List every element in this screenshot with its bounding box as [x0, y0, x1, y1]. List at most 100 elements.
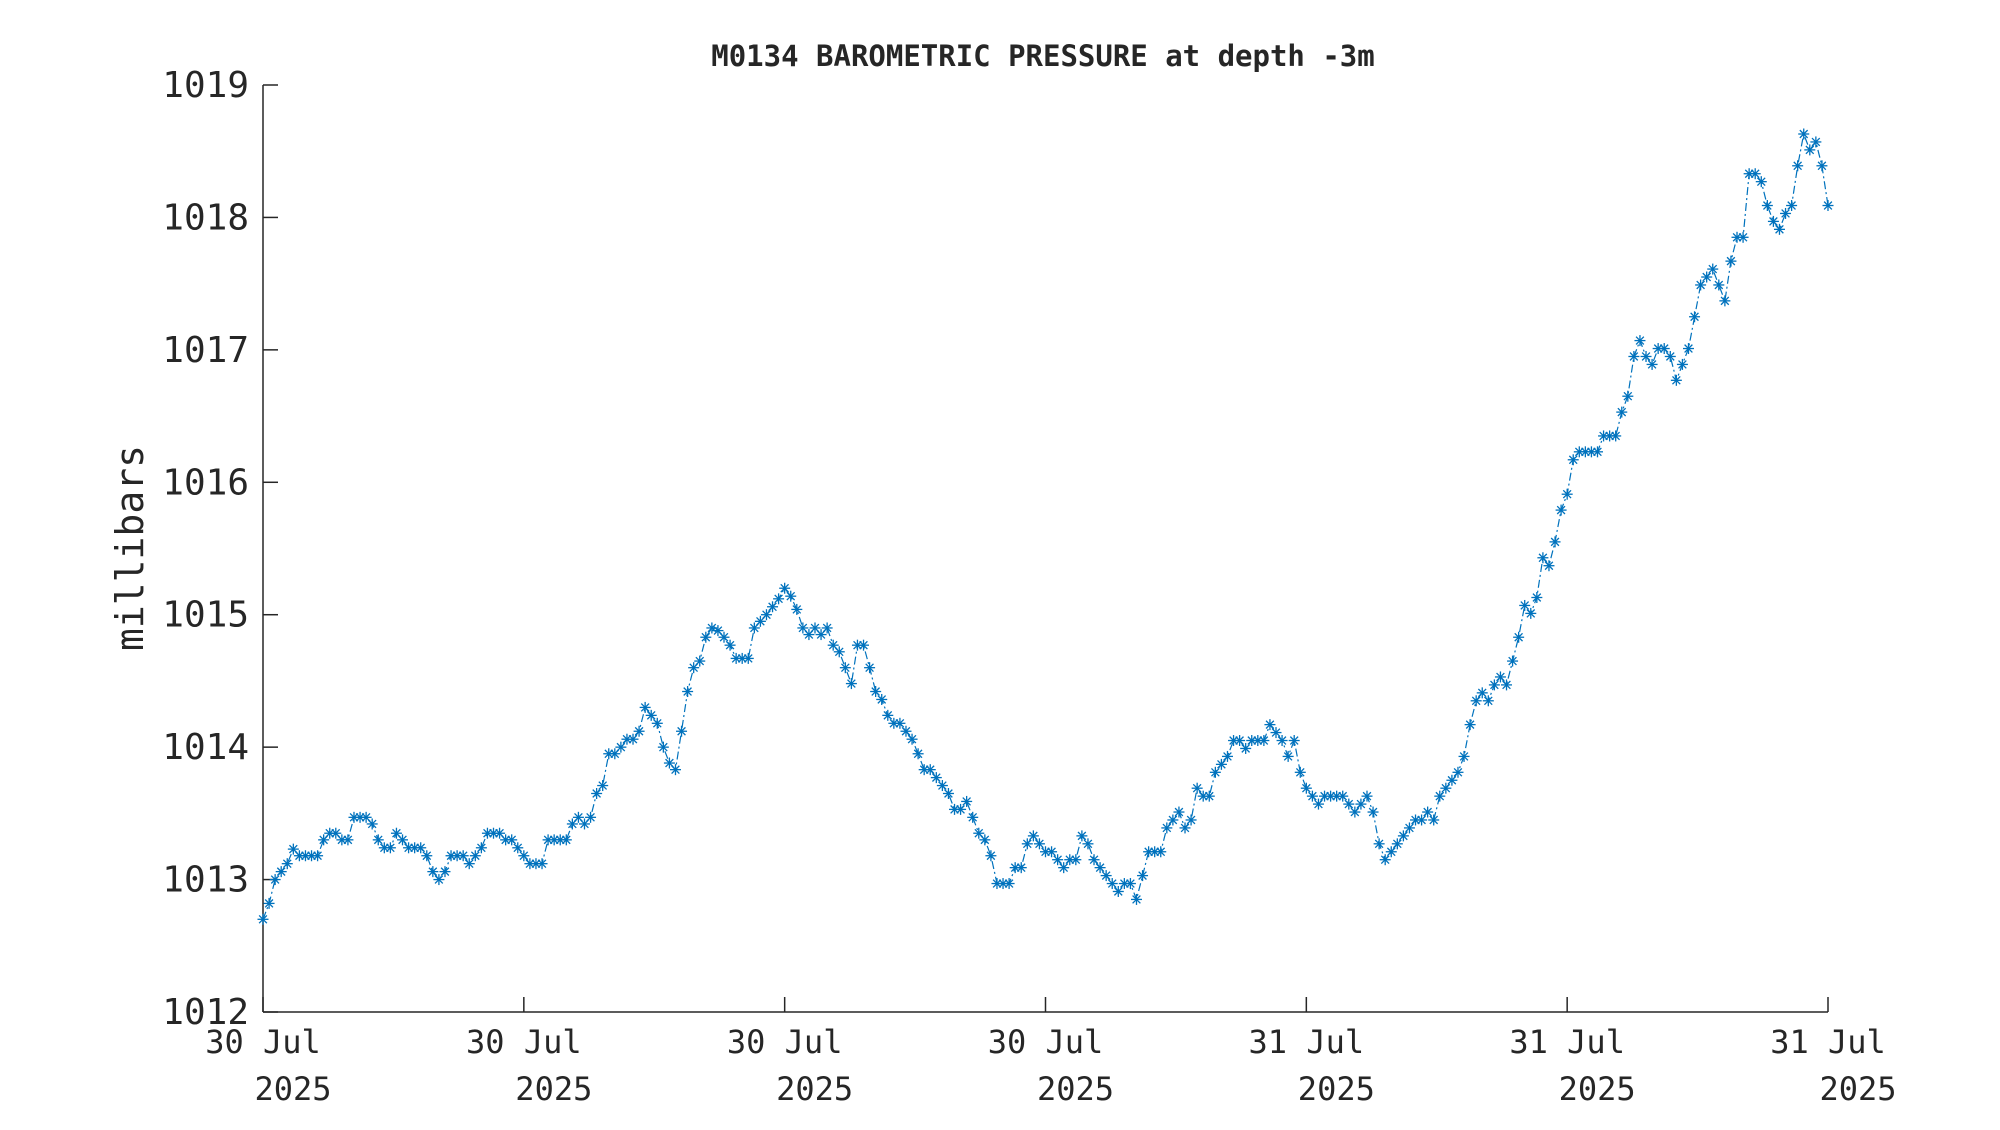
- data-point: [1088, 854, 1100, 866]
- data-point: [1561, 488, 1573, 500]
- data-point: [1379, 854, 1391, 866]
- data-point: [694, 655, 706, 667]
- data-point: [894, 717, 906, 729]
- data-point: [257, 913, 269, 925]
- data-point: [1112, 885, 1124, 897]
- data-point: [1124, 878, 1136, 890]
- data-point: [1567, 454, 1579, 466]
- data-point: [1537, 552, 1549, 564]
- data-point: [597, 780, 609, 792]
- data-point: [1076, 830, 1088, 842]
- data-point: [469, 850, 481, 862]
- data-point: [1519, 599, 1531, 611]
- data-point: [876, 693, 888, 705]
- data-point: [1725, 255, 1737, 267]
- data-point: [1640, 350, 1652, 362]
- data-point: [1070, 854, 1082, 866]
- data-point: [506, 834, 518, 846]
- data-point: [591, 787, 603, 799]
- data-point: [1689, 311, 1701, 323]
- data-point: [1161, 822, 1173, 834]
- data-point: [955, 803, 967, 815]
- data-point: [1106, 878, 1118, 890]
- x-tick-label-year: 2025: [776, 1070, 853, 1108]
- data-point: [1300, 782, 1312, 794]
- data-point: [366, 818, 378, 830]
- data-point: [1452, 766, 1464, 778]
- data-point: [1137, 870, 1149, 882]
- data-point: [1676, 358, 1688, 370]
- data-point: [1185, 814, 1197, 826]
- data-point: [742, 652, 754, 664]
- x-tick-label-date: 31 Jul: [1249, 1023, 1365, 1061]
- data-point: [870, 686, 882, 698]
- data-point: [1003, 878, 1015, 890]
- data-point: [627, 733, 639, 745]
- data-point: [1786, 200, 1798, 212]
- data-point: [1312, 798, 1324, 810]
- data-point: [1628, 350, 1640, 362]
- data-point: [1470, 695, 1482, 707]
- data-point: [1215, 758, 1227, 770]
- x-tick-label-date: 30 Jul: [466, 1023, 582, 1061]
- data-point: [1191, 782, 1203, 794]
- data-point: [1440, 782, 1452, 794]
- data-point: [967, 811, 979, 823]
- data-point: [1155, 846, 1167, 858]
- data-point: [384, 842, 396, 854]
- data-point: [1264, 719, 1276, 731]
- y-tick-label: 1015: [162, 595, 249, 636]
- data-point: [1767, 215, 1779, 227]
- data-point: [1082, 838, 1094, 850]
- data-point: [1355, 798, 1367, 810]
- data-point: [397, 834, 409, 846]
- data-point: [936, 780, 948, 792]
- data-point: [281, 858, 293, 870]
- data-point: [791, 603, 803, 615]
- data-point: [572, 811, 584, 823]
- data-point: [1682, 343, 1694, 355]
- data-point: [845, 678, 857, 690]
- x-axis-ticks: 30 Jul 2025 30 Jul 2025 30 Jul 2025 30 Jul 2025…: [205, 997, 1897, 1108]
- y-tick-label: 1018: [162, 197, 249, 238]
- data-point: [615, 741, 627, 753]
- x-tick-label-date: 30 Jul: [988, 1023, 1104, 1061]
- data-point: [1816, 160, 1828, 172]
- data-point: [463, 858, 475, 870]
- data-point: [1015, 862, 1027, 874]
- data-point: [512, 842, 524, 854]
- data-point: [518, 850, 530, 862]
- data-point: [645, 709, 657, 721]
- data-point: [760, 609, 772, 621]
- data-point: [912, 748, 924, 760]
- data-point: [821, 622, 833, 634]
- data-point: [1428, 814, 1440, 826]
- data-point: [1288, 735, 1300, 747]
- data-point: [1773, 223, 1785, 235]
- data-point: [342, 834, 354, 846]
- y-tick-label: 1016: [162, 462, 249, 503]
- y-tick-label: 1012: [162, 992, 249, 1033]
- data-point: [1033, 838, 1045, 850]
- data-point: [1737, 231, 1749, 243]
- data-point: [433, 874, 445, 886]
- data-point: [833, 646, 845, 658]
- data-point: [779, 582, 791, 594]
- data-point: [1610, 430, 1622, 442]
- data-point: [1052, 854, 1064, 866]
- data-point: [1203, 790, 1215, 802]
- data-point: [1622, 390, 1634, 402]
- data-point: [785, 590, 797, 602]
- data-point: [1343, 798, 1355, 810]
- data-point: [1713, 279, 1725, 291]
- x-tick-label-year: 2025: [1298, 1070, 1375, 1108]
- data-point: [427, 866, 439, 878]
- data-point: [858, 639, 870, 651]
- data-point: [457, 850, 469, 862]
- data-point: [1100, 870, 1112, 882]
- data-point: [1058, 862, 1070, 874]
- data-point: [639, 701, 651, 713]
- data-point: [1822, 200, 1834, 212]
